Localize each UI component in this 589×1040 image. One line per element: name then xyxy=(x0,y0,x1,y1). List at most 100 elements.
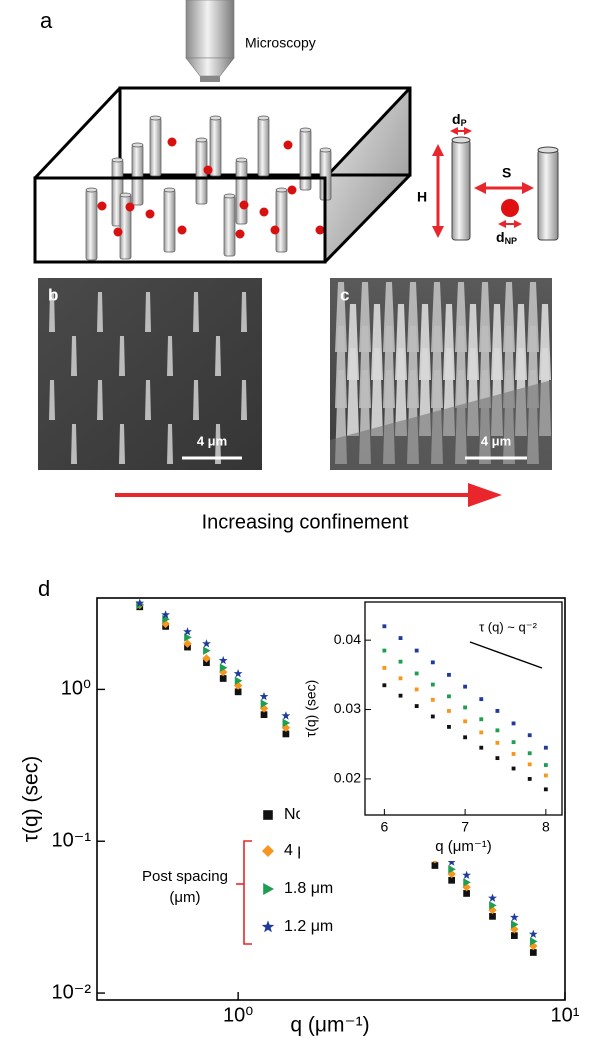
nanoparticle xyxy=(125,202,135,212)
pillars xyxy=(85,115,332,261)
sem-pillar xyxy=(71,336,77,376)
nanoparticle xyxy=(97,201,107,211)
scale-bar-label: 4 μm xyxy=(481,433,511,448)
data-point xyxy=(448,876,456,884)
sem-pillar xyxy=(167,336,173,376)
data-point xyxy=(447,857,456,866)
data-point xyxy=(183,639,192,648)
objective xyxy=(185,0,235,82)
data-point xyxy=(281,711,291,720)
pillar-top xyxy=(319,147,332,153)
data-point xyxy=(511,721,516,726)
data-point xyxy=(511,920,519,929)
data-point xyxy=(489,912,496,920)
sem-pillars-c xyxy=(330,282,552,470)
y-tick-label: 10⁰ xyxy=(61,678,91,700)
data-point xyxy=(543,773,548,778)
data-point xyxy=(430,697,435,702)
data-point xyxy=(183,627,192,636)
sem-pillar xyxy=(97,292,103,332)
data-point xyxy=(382,683,387,688)
pillar-top xyxy=(195,137,208,143)
data-point xyxy=(448,865,456,874)
data-point xyxy=(479,745,484,750)
sem-pillar xyxy=(215,424,221,464)
pillar-top xyxy=(163,187,176,193)
data-point xyxy=(202,654,211,663)
data-point xyxy=(382,665,387,670)
pillar xyxy=(131,144,144,206)
sem-pillar xyxy=(371,348,383,436)
pillar-top xyxy=(257,115,270,121)
nanoparticle xyxy=(259,207,269,217)
sem-pillar xyxy=(395,348,407,436)
data-point xyxy=(463,705,468,710)
data-point xyxy=(529,949,537,956)
data-point xyxy=(218,655,228,665)
sem-pillar xyxy=(167,424,173,464)
data-point xyxy=(489,901,497,910)
legend-marker xyxy=(262,845,274,857)
data-point xyxy=(463,878,471,887)
data-point xyxy=(282,730,290,738)
nanoparticle xyxy=(287,185,297,195)
data-point xyxy=(529,937,538,946)
nanoparticle xyxy=(315,225,325,235)
pillar-top xyxy=(85,187,98,193)
inset-background xyxy=(300,599,564,861)
dp-main: d xyxy=(452,111,461,127)
sem-pillar xyxy=(145,380,151,420)
nanoparticle xyxy=(167,137,177,147)
legend-bracket xyxy=(243,840,252,945)
legend-group-label: (μm) xyxy=(169,889,200,906)
data-point xyxy=(495,740,500,745)
data-point xyxy=(414,704,419,708)
data-point xyxy=(398,676,403,681)
sem-pillar xyxy=(193,380,199,420)
sem-base xyxy=(330,380,552,470)
y-axis-title: τ(q) (sec) xyxy=(20,756,43,842)
sem-pillar xyxy=(97,380,103,420)
dnp-sub: NP xyxy=(505,236,518,246)
legend-marker xyxy=(261,920,275,933)
pillar-top xyxy=(149,115,162,121)
data-point xyxy=(135,598,145,607)
data-point xyxy=(479,730,484,735)
sem-pillar xyxy=(347,348,359,436)
data-point xyxy=(479,717,484,722)
sem-pillar xyxy=(193,292,199,332)
scale-bar-label: 4 μm xyxy=(197,433,227,448)
pillar-top xyxy=(299,127,312,133)
data-point xyxy=(495,709,500,713)
y-tick-label: 0.03 xyxy=(334,700,361,716)
data-point xyxy=(543,745,548,750)
data-point xyxy=(463,890,470,897)
x-tick-label: 10⁰ xyxy=(223,1004,253,1026)
data-point xyxy=(430,682,435,687)
pillar-schematic xyxy=(432,127,559,241)
data-point xyxy=(527,762,532,767)
data-point xyxy=(414,648,419,653)
data-point xyxy=(398,693,403,698)
sem-pillar xyxy=(241,292,247,332)
nanoparticle xyxy=(235,229,245,239)
sem-pillar xyxy=(145,292,151,332)
nanoparticle xyxy=(145,209,155,219)
data-point xyxy=(431,862,439,869)
data-point xyxy=(495,756,500,761)
data-point xyxy=(398,636,403,640)
pillar-top xyxy=(131,142,144,148)
data-point xyxy=(543,787,548,792)
nanoparticle xyxy=(177,225,187,235)
legend-label: 1.8 μm xyxy=(284,880,333,897)
data-point xyxy=(184,633,192,642)
pillar xyxy=(235,159,248,225)
arrow-label: Increasing confinement xyxy=(202,511,409,533)
panel-label: a xyxy=(40,8,53,33)
y-tick-label: 10⁻¹ xyxy=(52,830,92,852)
data-point xyxy=(234,676,243,685)
pillar xyxy=(163,189,176,253)
data-point xyxy=(202,639,211,648)
data-point xyxy=(511,766,516,771)
